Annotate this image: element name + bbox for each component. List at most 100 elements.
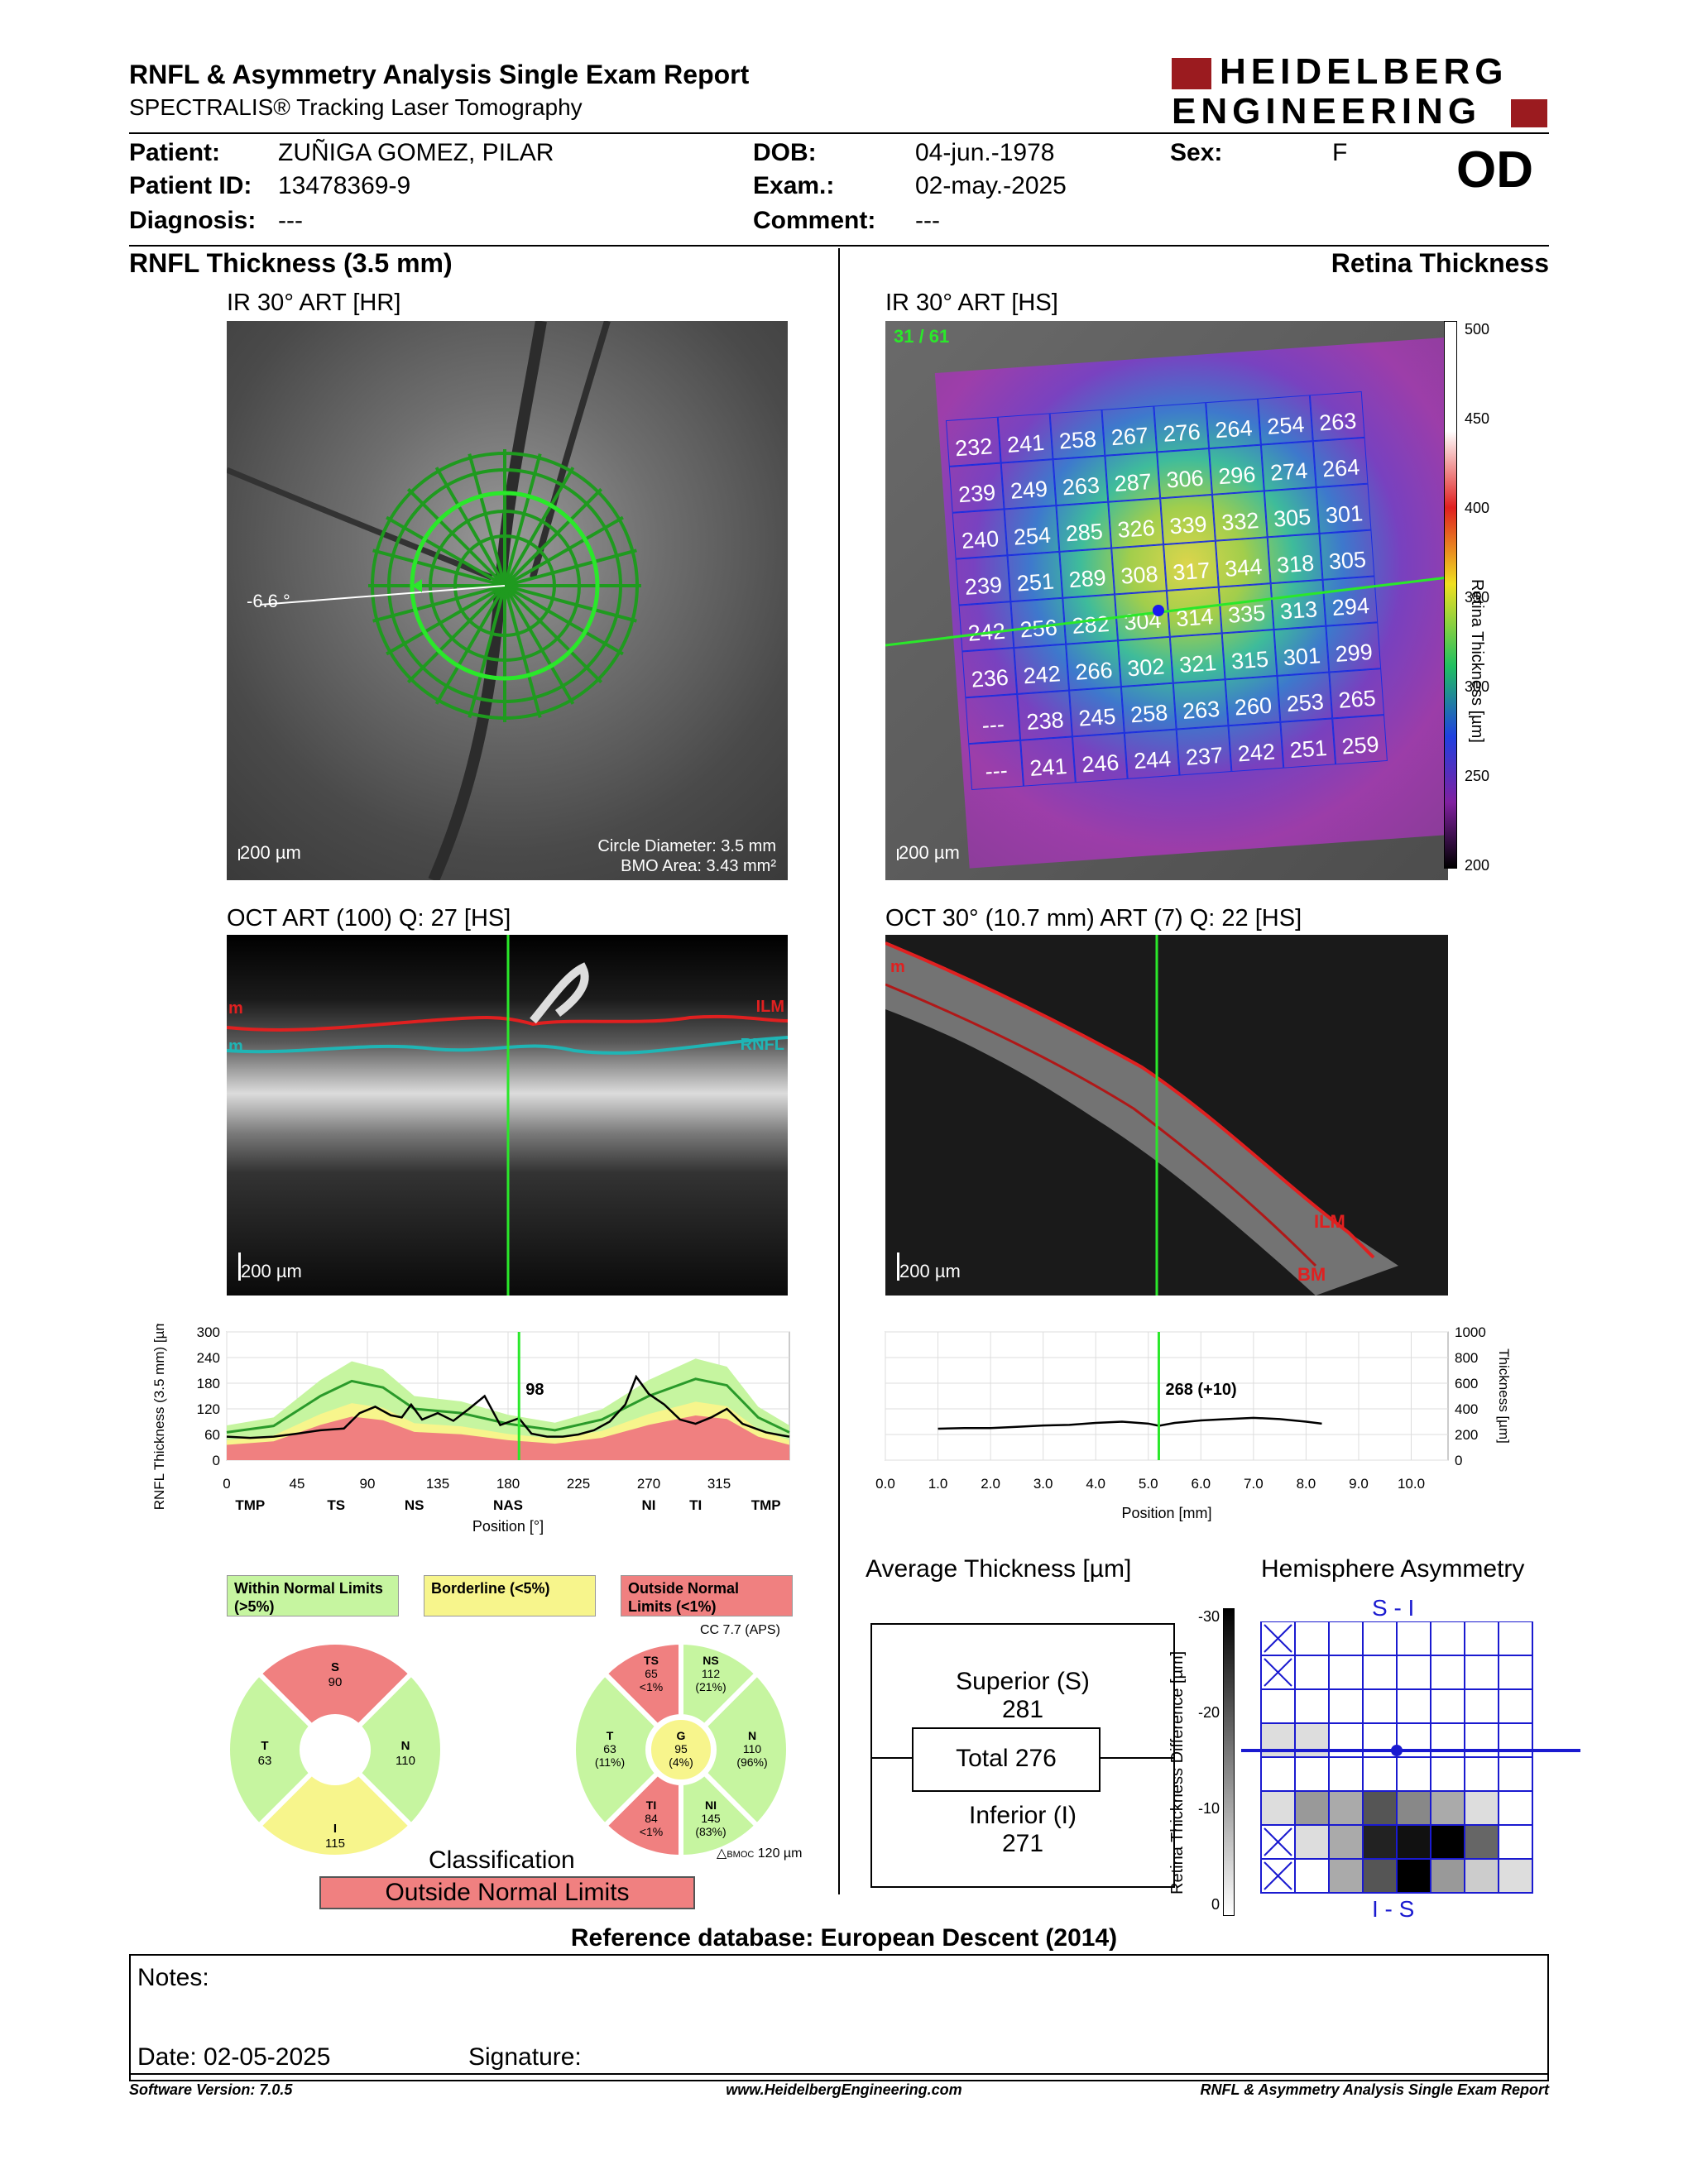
sector-name: T <box>261 1739 268 1753</box>
asymmetry-cell <box>1396 1858 1431 1894</box>
asymmetry-cell <box>1464 1824 1499 1860</box>
excluded-mark <box>1264 1658 1292 1687</box>
x-tick-label: 315 <box>707 1476 731 1492</box>
asymmetry-cell <box>1260 1688 1296 1724</box>
bmoc-note: △BMOC 120 µm <box>717 1846 803 1861</box>
asymmetry-cell <box>1396 1790 1431 1826</box>
report-title: RNFL & Asymmetry Analysis Single Exam Re… <box>129 60 750 89</box>
sector-label: TMP <box>235 1497 265 1513</box>
normal-mean-line <box>226 1377 790 1434</box>
sector-name: TS <box>644 1654 659 1667</box>
asymmetry-cell <box>1362 1621 1398 1656</box>
sector-superior <box>255 1640 415 1730</box>
rnfl-section-title: RNFL Thickness (3.5 mm) <box>129 248 453 278</box>
dob: 04-jun.-1978 <box>915 139 1055 166</box>
asymmetry-cell <box>1328 1824 1364 1860</box>
asymmetry-cell <box>1328 1858 1364 1894</box>
asymmetry-cell <box>1464 1688 1499 1724</box>
y-tick-label: 0 <box>213 1453 220 1468</box>
x-tick-label: 0.0 <box>875 1476 895 1492</box>
patient-name: ZUÑIGA GOMEZ, PILAR <box>278 139 554 166</box>
sector-value: 110 <box>743 1742 762 1755</box>
asymmetry-cell <box>1362 1790 1398 1826</box>
sector-inferior <box>255 1770 415 1860</box>
left-ir-title: IR 30° ART [HR] <box>227 290 401 316</box>
scan-line <box>503 487 603 587</box>
website: www.HeidelbergEngineering.com <box>726 2081 962 2098</box>
sector-name: G <box>677 1729 686 1742</box>
notes-box[interactable]: Notes: Date: 02-05-2025 Signature: <box>129 1954 1549 2081</box>
cc-note: CC 7.7 (APS) <box>700 1623 780 1637</box>
colorbar-tick: 350 <box>1465 589 1490 606</box>
sector-percentile: (21%) <box>695 1680 726 1693</box>
software-version: Software Version: 7.0.5 <box>129 2081 293 2098</box>
x-tick-label: 270 <box>637 1476 660 1492</box>
oct-ilm-marker-left: m <box>228 999 243 1018</box>
thickness-series-line <box>938 1416 1322 1430</box>
asymmetry-cell <box>1464 1621 1499 1656</box>
sector-nasal <box>355 1669 445 1830</box>
sector-name: NS <box>703 1654 718 1667</box>
sector-chart-detail: TS65<1%NS112(21%)T63(11%)G95(4%)N110(96%… <box>571 1639 791 1861</box>
asymmetry-cell <box>1294 1756 1330 1792</box>
asymmetry-cell <box>1362 1756 1398 1792</box>
y-tick-label: 0 <box>1455 1453 1462 1468</box>
right-oct-title: OCT 30° (10.7 mm) ART (7) Q: 22 [HS] <box>885 905 1302 932</box>
sector-label: NI <box>642 1497 656 1513</box>
comment-label: Comment: <box>753 207 876 234</box>
sector-value: 63 <box>258 1754 272 1768</box>
superior-value: 281 <box>1001 1696 1044 1723</box>
x-tick-label: 45 <box>290 1476 305 1492</box>
scan-line <box>503 585 575 705</box>
sector-value: 112 <box>702 1667 721 1680</box>
y-axis-label: Thickness [µm] <box>1496 1348 1512 1444</box>
sector-value: 110 <box>396 1754 415 1768</box>
asymmetry-cell <box>1260 1790 1296 1826</box>
x-tick-label: 6.0 <box>1191 1476 1211 1492</box>
classification-label: Classification <box>429 1846 575 1874</box>
comment: --- <box>915 207 940 234</box>
asymmetry-cell <box>1294 1655 1330 1690</box>
x-tick-label: 4.0 <box>1086 1476 1105 1492</box>
scan-line <box>504 584 624 656</box>
exam-label: Exam.: <box>753 172 835 199</box>
scan-ring <box>429 510 581 662</box>
scan-line <box>504 584 637 623</box>
sector-percentile: (83%) <box>695 1825 726 1838</box>
cursor-value: 268 (+10) <box>1165 1381 1236 1399</box>
sector-name: I <box>333 1822 337 1836</box>
asymmetry-cell <box>1328 1756 1364 1792</box>
date-label: Date: 02-05-2025 <box>137 2043 331 2071</box>
scan-line <box>503 467 575 587</box>
total-thickness: Total 276 <box>912 1727 1101 1792</box>
thickness-colorbar <box>1444 321 1457 869</box>
patient-id: 13478369-9 <box>278 172 411 199</box>
asymmetry-cell <box>1430 1824 1465 1860</box>
colorbar-tick: 450 <box>1465 410 1490 427</box>
asymmetry-cell <box>1328 1688 1364 1724</box>
asymmetry-cell <box>1260 1756 1296 1792</box>
sector-value: 65 <box>645 1667 658 1680</box>
asymmetry-tick: -30 <box>1197 1608 1220 1625</box>
scan-line <box>468 585 506 718</box>
sector-name: TI <box>646 1798 656 1812</box>
sex-label: Sex: <box>1170 139 1223 166</box>
asymmetry-cell <box>1294 1858 1330 1894</box>
fovea-marker <box>1391 1745 1403 1756</box>
asymmetry-cell <box>1362 1858 1398 1894</box>
y-tick-label: 60 <box>204 1427 220 1443</box>
sex: F <box>1332 139 1348 166</box>
right-ir-title: IR 30° ART [HS] <box>885 290 1058 316</box>
angle-readout: -6.6 ° <box>247 591 290 611</box>
footer-report-name: RNFL & Asymmetry Analysis Single Exam Re… <box>1200 2081 1549 2098</box>
left-oct-title: OCT ART (100) Q: 27 [HS] <box>227 905 511 932</box>
sector-percentile: (96%) <box>736 1755 767 1769</box>
sector-global <box>648 1717 714 1783</box>
sector-percentile: <1% <box>640 1680 663 1693</box>
asymmetry-cell <box>1396 1621 1431 1656</box>
asymmetry-cell <box>1430 1858 1465 1894</box>
colorbar-label: Retina Thickness [µm] <box>1468 579 1486 743</box>
scan-line <box>386 515 506 587</box>
asymmetry-cell <box>1362 1655 1398 1690</box>
